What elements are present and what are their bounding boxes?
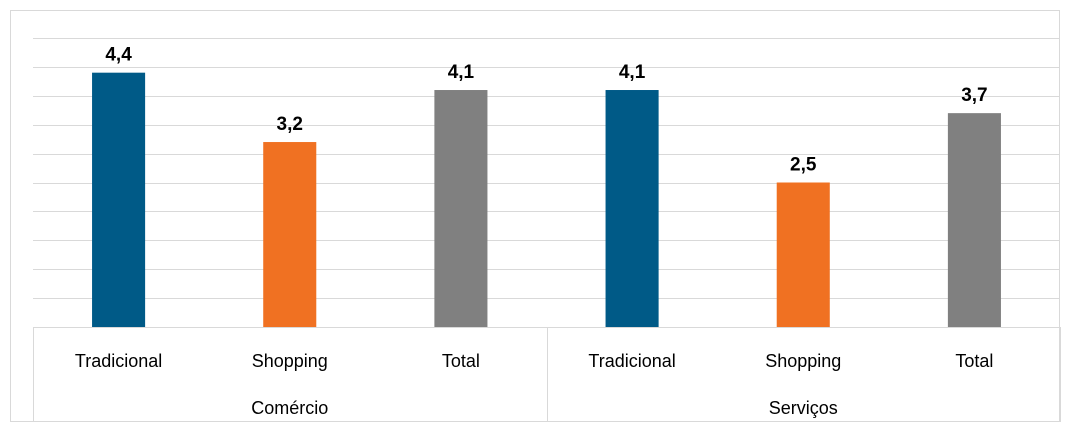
bar-comércio-tradicional bbox=[92, 72, 146, 328]
category-axis: Tradicional Shopping Total Comércio Tradicio… bbox=[33, 327, 1061, 422]
data-labels: 4,4 3,2 4,1 4,1 2,5 3,7 bbox=[105, 45, 987, 176]
gridlines bbox=[33, 38, 1060, 299]
group-label: Comércio bbox=[251, 398, 328, 418]
tick-label: Shopping bbox=[252, 351, 328, 371]
bar-comércio-shopping bbox=[263, 142, 317, 327]
group-label: Serviços bbox=[769, 398, 838, 418]
data-label: 3,2 bbox=[277, 114, 303, 135]
tick-label: Total bbox=[442, 351, 480, 371]
bar-comércio-total bbox=[434, 90, 488, 328]
data-label: 4,1 bbox=[448, 62, 475, 83]
tick-label: Tradicional bbox=[75, 351, 162, 371]
bar-serviços-tradicional bbox=[605, 90, 659, 328]
bars bbox=[92, 72, 1001, 328]
bar-serviços-total bbox=[947, 113, 1001, 327]
chart-frame bbox=[10, 10, 1060, 422]
data-label: 4,1 bbox=[619, 62, 646, 83]
tick-label: Shopping bbox=[765, 351, 841, 371]
tick-label: Tradicional bbox=[588, 351, 675, 371]
bar-serviços-shopping bbox=[776, 182, 830, 327]
data-label: 2,5 bbox=[790, 155, 817, 176]
data-label: 4,4 bbox=[105, 45, 132, 66]
data-label: 3,7 bbox=[961, 85, 987, 106]
tick-label: Total bbox=[955, 351, 993, 371]
